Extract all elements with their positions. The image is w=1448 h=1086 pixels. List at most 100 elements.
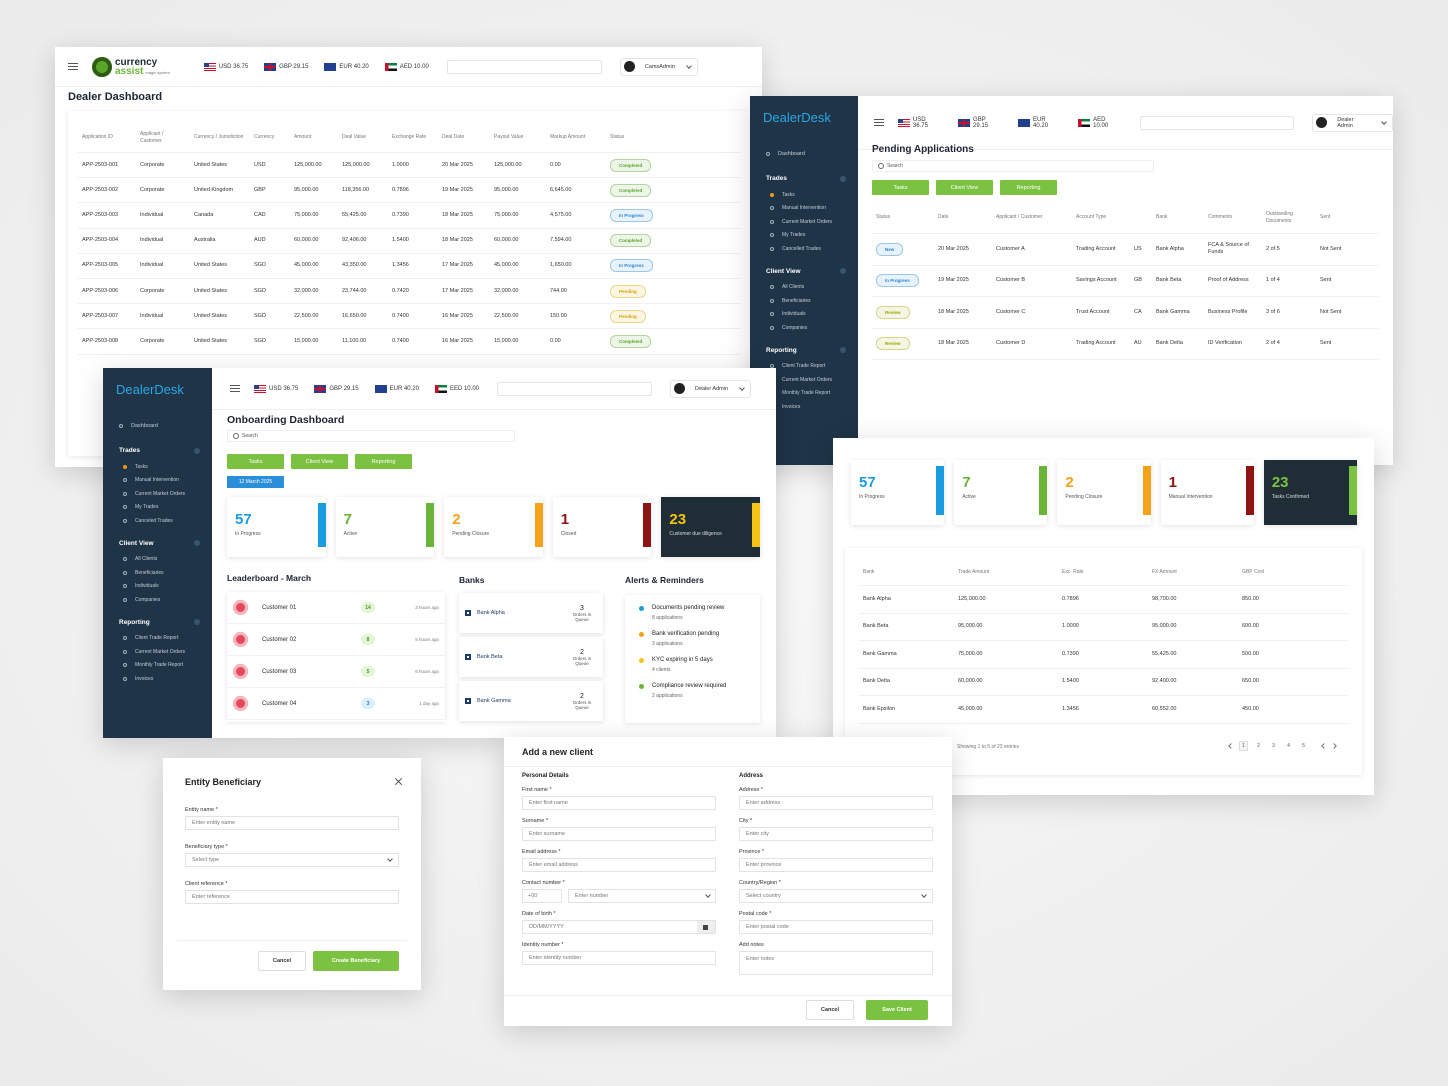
input[interactable]: Enter postal code [739, 920, 933, 934]
stat-tab[interactable] [1245, 466, 1254, 515]
stat-tab[interactable] [426, 503, 435, 547]
stat-label: Active [962, 494, 976, 500]
rate: EUR 40.20 [374, 384, 419, 393]
nav-group[interactable]: Reporting [103, 613, 212, 632]
input[interactable]: Enter province [739, 858, 933, 872]
bank-item[interactable]: Bank Alpha 3 Orders in Queue [459, 593, 603, 633]
nav-item[interactable]: Dashboard [750, 144, 858, 163]
menu-icon[interactable] [230, 385, 240, 392]
page-button[interactable]: 1 [1239, 741, 1248, 751]
menu-icon[interactable] [68, 63, 78, 70]
menu-icon[interactable] [874, 119, 884, 126]
create-button[interactable]: Create Beneficiary [313, 951, 399, 971]
nav-group[interactable]: Trades [103, 441, 212, 460]
logo-tagline: magic system [145, 69, 170, 75]
input[interactable]: Enter surname [522, 827, 716, 841]
nav-sub[interactable]: Individuals [103, 580, 212, 594]
nav-sub[interactable]: Companies [103, 593, 212, 607]
search-input[interactable]: Search [872, 160, 1154, 172]
nav-sub[interactable]: My Trades [103, 501, 212, 515]
user-menu[interactable]: CamsAdmin [619, 57, 698, 76]
nav-sub[interactable]: Client Trade Report [103, 632, 212, 646]
input[interactable]: Enter reference [185, 890, 399, 904]
table-cell: APP-2503-006 [82, 287, 119, 294]
tab-button[interactable]: Reporting [355, 454, 412, 469]
rate-text: GBP 29.15 [973, 116, 989, 129]
next-page[interactable] [1331, 743, 1337, 749]
save-button[interactable]: Save Client [866, 1000, 928, 1020]
search-box[interactable] [1139, 115, 1295, 130]
input[interactable]: Enter notes [739, 951, 933, 975]
nav-group[interactable]: Reporting [750, 341, 858, 360]
stat-tab[interactable] [1142, 466, 1151, 515]
stat-tab[interactable] [643, 503, 652, 547]
tab-button[interactable]: Client View [291, 454, 348, 469]
nav-sub[interactable]: Tasks [103, 460, 212, 474]
tab-button[interactable]: Client View [936, 180, 993, 195]
stat-tab[interactable] [936, 466, 945, 515]
nav-sub[interactable]: Tasks [750, 188, 858, 202]
nav-sub[interactable]: Companies [750, 321, 858, 335]
stat-card: 2 Pending Closure [444, 497, 543, 557]
page-button[interactable]: 2 [1257, 743, 1260, 749]
input[interactable]: DD/MM/YYYY [522, 920, 716, 934]
cancel-button[interactable]: Cancel [258, 951, 306, 971]
avatar [233, 600, 248, 615]
input[interactable]: Enter first name [522, 796, 716, 810]
nav-sub[interactable]: Client Trade Report [750, 360, 858, 374]
input[interactable]: Enter address [739, 796, 933, 810]
user-menu[interactable]: Dealer Admin [670, 379, 752, 398]
search-box[interactable] [497, 381, 652, 396]
stat-tab[interactable] [751, 503, 760, 547]
bank-item[interactable]: Bank Gamma 2 Orders in Queue [459, 681, 603, 721]
user-menu[interactable]: Dealer Admin [1312, 113, 1393, 132]
tab-button[interactable]: Reporting [1000, 180, 1057, 195]
prev-arrow[interactable] [1321, 743, 1327, 749]
nav-sub[interactable]: Individuals [750, 308, 858, 322]
input[interactable]: Select type [185, 853, 399, 867]
bank-item[interactable]: Bank Beta 2 Orders in Queue [459, 637, 603, 677]
nav-sub[interactable]: All Clients [103, 553, 212, 567]
nav-group[interactable]: Trades [750, 169, 858, 188]
input[interactable]: Select country [739, 889, 933, 903]
search-input[interactable]: Search [227, 430, 515, 442]
sidebar: DealerDesk Dashboard Trades Tasks Manual Int… [103, 368, 212, 738]
input[interactable]: Enter identity number [522, 951, 716, 965]
page-button[interactable]: 5 [1302, 743, 1305, 749]
stat-tab[interactable] [317, 503, 326, 547]
page-button[interactable]: 3 [1272, 743, 1275, 749]
stat-tab[interactable] [1349, 466, 1358, 515]
nav-group[interactable]: Client View [103, 534, 212, 553]
nav-sub[interactable]: All Clients [750, 281, 858, 295]
nav-sub[interactable]: Canceled Trades [103, 514, 212, 528]
input[interactable]: Enter email address [522, 858, 716, 872]
nav-group[interactable]: Client View [750, 262, 858, 281]
nav-sub[interactable]: My Trades [750, 229, 858, 243]
nav-item[interactable]: Dashboard [103, 416, 212, 435]
nav-sub[interactable]: Monthly Trade Report [103, 659, 212, 673]
stat-tab[interactable] [534, 503, 543, 547]
nav-sub[interactable]: Current Market Orders [103, 487, 212, 501]
nav-sub[interactable]: Invoices [103, 672, 212, 686]
pagination: 1 2 3 4 5 [1228, 741, 1337, 751]
input[interactable]: +00 Enter number [522, 889, 716, 903]
nav-sub[interactable]: Current Market Orders [103, 645, 212, 659]
input[interactable]: Enter entity name [185, 816, 399, 830]
tab-button[interactable]: Tasks [872, 180, 929, 195]
nav-sub[interactable]: Beneficiaries [750, 294, 858, 308]
nav-sub[interactable]: Manual Intervention [750, 202, 858, 216]
cancel-button[interactable]: Cancel [806, 1000, 854, 1020]
page-button[interactable]: 4 [1287, 743, 1290, 749]
form-field: Date of birth * DD/MM/YYYY [522, 911, 716, 934]
prefix-select[interactable]: +00 [522, 889, 711, 903]
nav-sub[interactable]: Beneficiaries [103, 566, 212, 580]
nav-sub[interactable]: Cancelled Trades [750, 242, 858, 256]
nav-sub[interactable]: Manual Intervention [103, 474, 212, 488]
nav-sub[interactable]: Current Market Orders [750, 215, 858, 229]
prev-page[interactable] [1228, 743, 1234, 749]
stat-tab[interactable] [1039, 466, 1048, 515]
tab-button[interactable]: Tasks [227, 454, 284, 469]
close-button[interactable] [395, 778, 402, 785]
search-box[interactable] [446, 59, 602, 74]
input[interactable]: Enter city [739, 827, 933, 841]
